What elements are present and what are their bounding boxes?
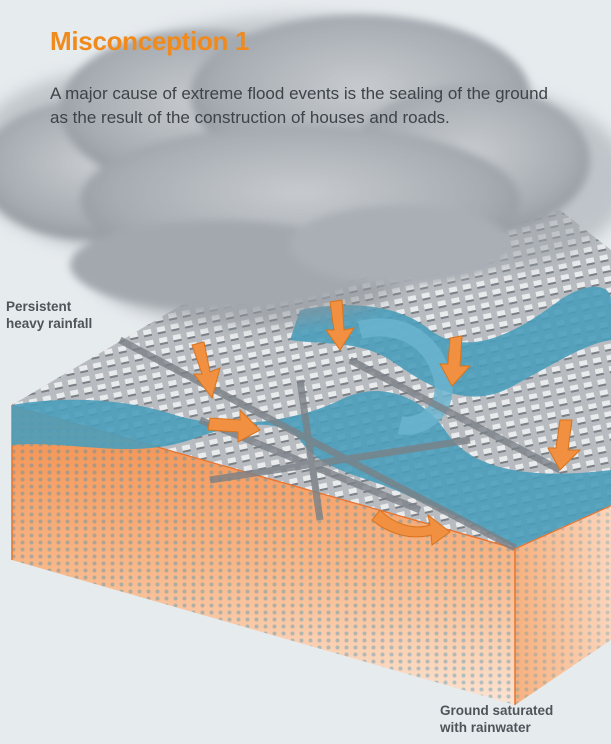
arrow-down-2 — [325, 299, 356, 351]
ground-label: Ground saturated with rainwater — [440, 702, 610, 736]
page-title: Misconception 1 — [50, 26, 250, 56]
ground-label-line2: with rainwater — [440, 720, 531, 735]
rainfall-label-line1: Persistent — [6, 299, 72, 314]
arrow-down-4 — [547, 419, 582, 471]
misconception-text: A major cause of extreme flood events is… — [50, 84, 549, 127]
rainfall-label-line2: heavy rainfall — [6, 316, 93, 331]
arrow-down-1 — [191, 341, 221, 400]
rain-cloud — [0, 15, 611, 325]
ground-label-line1: Ground saturated — [440, 703, 554, 718]
rain-arrows — [191, 299, 582, 546]
arrow-curve — [371, 509, 451, 546]
roads — [118, 336, 562, 552]
rainfall-label: Persistent heavy rainfall — [6, 298, 146, 332]
soil-block — [11, 403, 611, 705]
arrow-down-5 — [207, 408, 261, 443]
arrow-down-3 — [439, 335, 472, 387]
